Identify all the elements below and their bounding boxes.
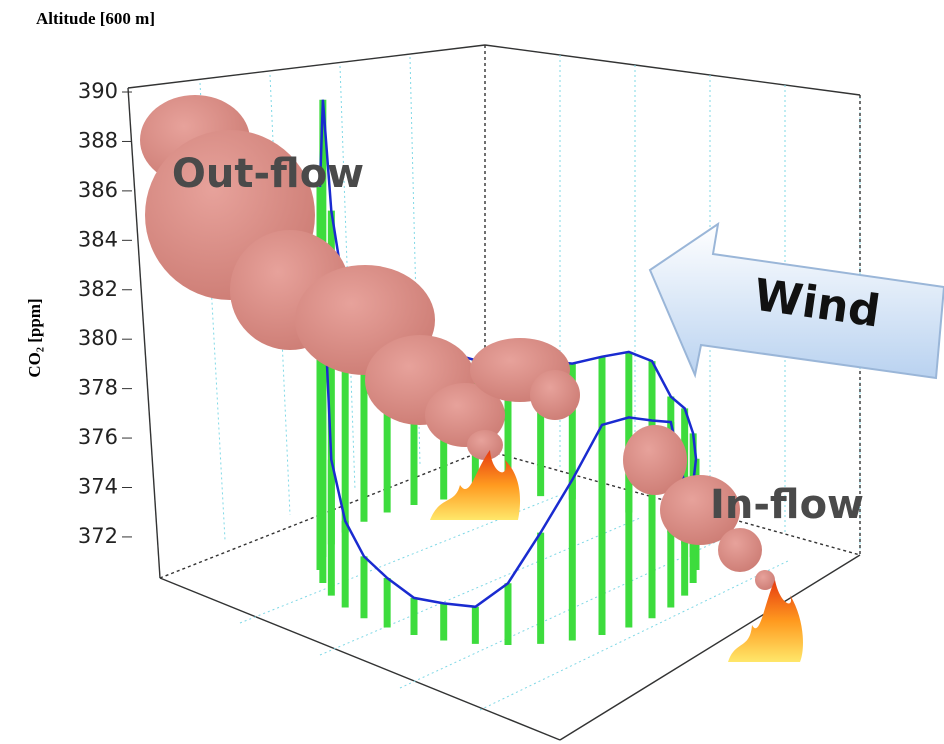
y-tick-label: 384 [78,227,118,251]
y-tick-label: 380 [78,326,118,350]
out-flow-plume [140,95,580,460]
y-axis-title: CO₂ [ppm] [25,298,44,377]
y-tick-label: 390 [78,79,118,103]
y-ticks: 372 374 376 378 380 382 384 386 388 390 [78,79,132,548]
y-tick-label: 378 [78,376,118,400]
chart: Altitude [600 m] CO₂ [ppm] 3723743763783… [0,0,944,744]
annotation: In-flow [710,482,864,528]
axis-title-top: Altitude [600 m] [36,9,155,28]
y-tick-label: 382 [78,277,118,301]
y-tick-label: 386 [78,178,118,202]
y-tick-label: 374 [78,474,118,498]
annotation: Out-flow [172,151,364,197]
y-tick-label: 376 [78,425,118,449]
y-tick-label: 372 [78,524,118,548]
y-tick-label: 388 [78,128,118,152]
